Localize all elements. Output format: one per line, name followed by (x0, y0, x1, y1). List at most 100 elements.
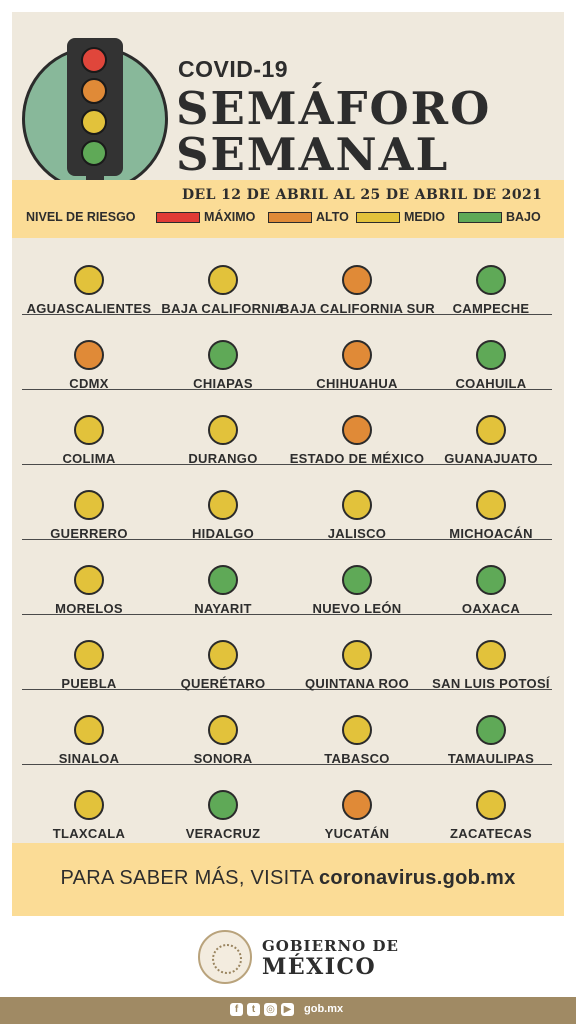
risk-dot-icon (208, 565, 238, 595)
state-cell: JALISCO (290, 465, 424, 541)
risk-dot-icon (208, 640, 238, 670)
state-cell: QUERÉTARO (156, 615, 290, 691)
cta-text: PARA SABER MÁS, VISITA coronavirus.gob.m… (12, 867, 564, 890)
legend-swatch-medio (356, 212, 400, 223)
state-name: COAHUILA (455, 376, 527, 391)
date-legend-band (12, 180, 564, 238)
states-grid: AGUASCALIENTES BAJA CALIFORNIA BAJA CALIFO… (12, 240, 564, 841)
risk-dot-icon (342, 265, 372, 295)
risk-legend: NIVEL DE RIESGO MÁXIMO ALTO MEDIO BAJO (26, 210, 556, 226)
state-cell: BAJA CALIFORNIA (156, 240, 290, 316)
state-cell: ZACATECAS (424, 765, 558, 841)
legend-title: NIVEL DE RIESGO (26, 210, 136, 224)
state-name: AGUASCALIENTES (26, 301, 152, 316)
state-name: DURANGO (188, 451, 258, 466)
risk-dot-icon (342, 715, 372, 745)
date-range: DEL 12 DE ABRIL AL 25 DE ABRIL DE 2021 (182, 187, 543, 203)
state-cell: MICHOACÁN (424, 465, 558, 541)
risk-dot-icon (74, 415, 104, 445)
risk-dot-icon (74, 265, 104, 295)
state-cell: YUCATÁN (290, 765, 424, 841)
state-name: OAXACA (461, 601, 521, 616)
risk-dot-icon (74, 565, 104, 595)
state-row: SINALOA SONORA TABASCO TAMAULIPAS (22, 690, 552, 766)
risk-dot-icon (74, 490, 104, 520)
state-row: PUEBLA QUERÉTARO QUINTANA ROO SAN LUIS POTO… (22, 615, 552, 691)
legend-swatch-maximo (156, 212, 200, 223)
state-name: NAYARIT (194, 601, 252, 616)
state-name: SAN LUIS POTOSÍ (432, 676, 550, 691)
state-cell: OAXACA (424, 540, 558, 616)
state-row: CDMX CHIAPAS CHIHUAHUA COAHUILA (22, 315, 552, 391)
state-cell: BAJA CALIFORNIA SUR (280, 240, 435, 316)
state-name: QUERÉTARO (180, 676, 266, 691)
risk-dot-icon (476, 790, 506, 820)
traffic-light-yellow (81, 109, 107, 135)
state-cell: DURANGO (156, 390, 290, 466)
state-name: COLIMA (62, 451, 116, 466)
state-name: YUCATÁN (324, 826, 390, 841)
state-cell: CHIAPAS (156, 315, 290, 391)
state-name: MICHOACÁN (449, 526, 533, 541)
state-cell: SONORA (156, 690, 290, 766)
risk-dot-icon (476, 265, 506, 295)
risk-dot-icon (476, 640, 506, 670)
state-cell: GUANAJUATO (424, 390, 558, 466)
instagram-icon[interactable]: ◎ (264, 1003, 277, 1016)
header-title-line2: SEMANAL (176, 128, 450, 181)
state-name: CHIHUAHUA (316, 376, 398, 391)
legend-swatch-bajo (458, 212, 502, 223)
risk-dot-icon (208, 715, 238, 745)
risk-dot-icon (208, 790, 238, 820)
state-cell: AGUASCALIENTES (22, 240, 156, 316)
state-name: PUEBLA (61, 676, 117, 691)
coat-of-arms-seal (198, 930, 252, 984)
state-cell: COLIMA (22, 390, 156, 466)
state-cell: CHIHUAHUA (290, 315, 424, 391)
state-cell: TAMAULIPAS (424, 690, 558, 766)
risk-dot-icon (342, 790, 372, 820)
legend-label-maximo: MÁXIMO (204, 210, 256, 224)
cta-link[interactable]: coronavirus.gob.mx (318, 867, 516, 889)
state-cell: QUINTANA ROO (290, 615, 424, 691)
gobierno-line1: GOBIERNO DE (262, 937, 399, 955)
header-title-line1: SEMÁFORO (176, 82, 492, 135)
cta-prefix: PARA SABER MÁS, VISITA (60, 867, 319, 889)
facebook-icon[interactable]: f (230, 1003, 243, 1016)
legend-swatch-alto (268, 212, 312, 223)
risk-dot-icon (342, 490, 372, 520)
risk-dot-icon (476, 340, 506, 370)
risk-dot-icon (74, 340, 104, 370)
legend-label-alto: ALTO (316, 210, 349, 224)
state-cell: PUEBLA (22, 615, 156, 691)
youtube-icon[interactable]: ▶ (281, 1003, 294, 1016)
risk-dot-icon (74, 640, 104, 670)
state-name: TABASCO (324, 751, 390, 766)
state-name: CAMPECHE (452, 301, 530, 316)
risk-dot-icon (208, 265, 238, 295)
risk-dot-icon (74, 790, 104, 820)
state-name: CHIAPAS (193, 376, 253, 391)
state-name: SINALOA (58, 751, 120, 766)
state-row: COLIMA DURANGO ESTADO DE MÉXICO GUANAJUATO (22, 390, 552, 466)
state-name: ZACATECAS (450, 826, 532, 841)
state-name: MORELOS (55, 601, 123, 616)
risk-dot-icon (342, 415, 372, 445)
state-cell: HIDALGO (156, 465, 290, 541)
state-name: BAJA CALIFORNIA (161, 301, 285, 316)
twitter-icon[interactable]: t (247, 1003, 260, 1016)
state-cell: CAMPECHE (424, 240, 558, 316)
state-name: GUANAJUATO (444, 451, 538, 466)
state-cell: SAN LUIS POTOSÍ (424, 615, 558, 691)
risk-dot-icon (208, 490, 238, 520)
risk-dot-icon (208, 340, 238, 370)
legend-label-medio: MEDIO (404, 210, 445, 224)
state-cell: GUERRERO (22, 465, 156, 541)
traffic-light-red (81, 47, 107, 73)
state-cell: CDMX (22, 315, 156, 391)
site-link[interactable]: gob.mx (304, 1003, 344, 1015)
state-cell: VERACRUZ (156, 765, 290, 841)
state-name: CDMX (69, 376, 109, 391)
state-cell: MORELOS (22, 540, 156, 616)
cta-band: PARA SABER MÁS, VISITA coronavirus.gob.m… (12, 843, 564, 916)
